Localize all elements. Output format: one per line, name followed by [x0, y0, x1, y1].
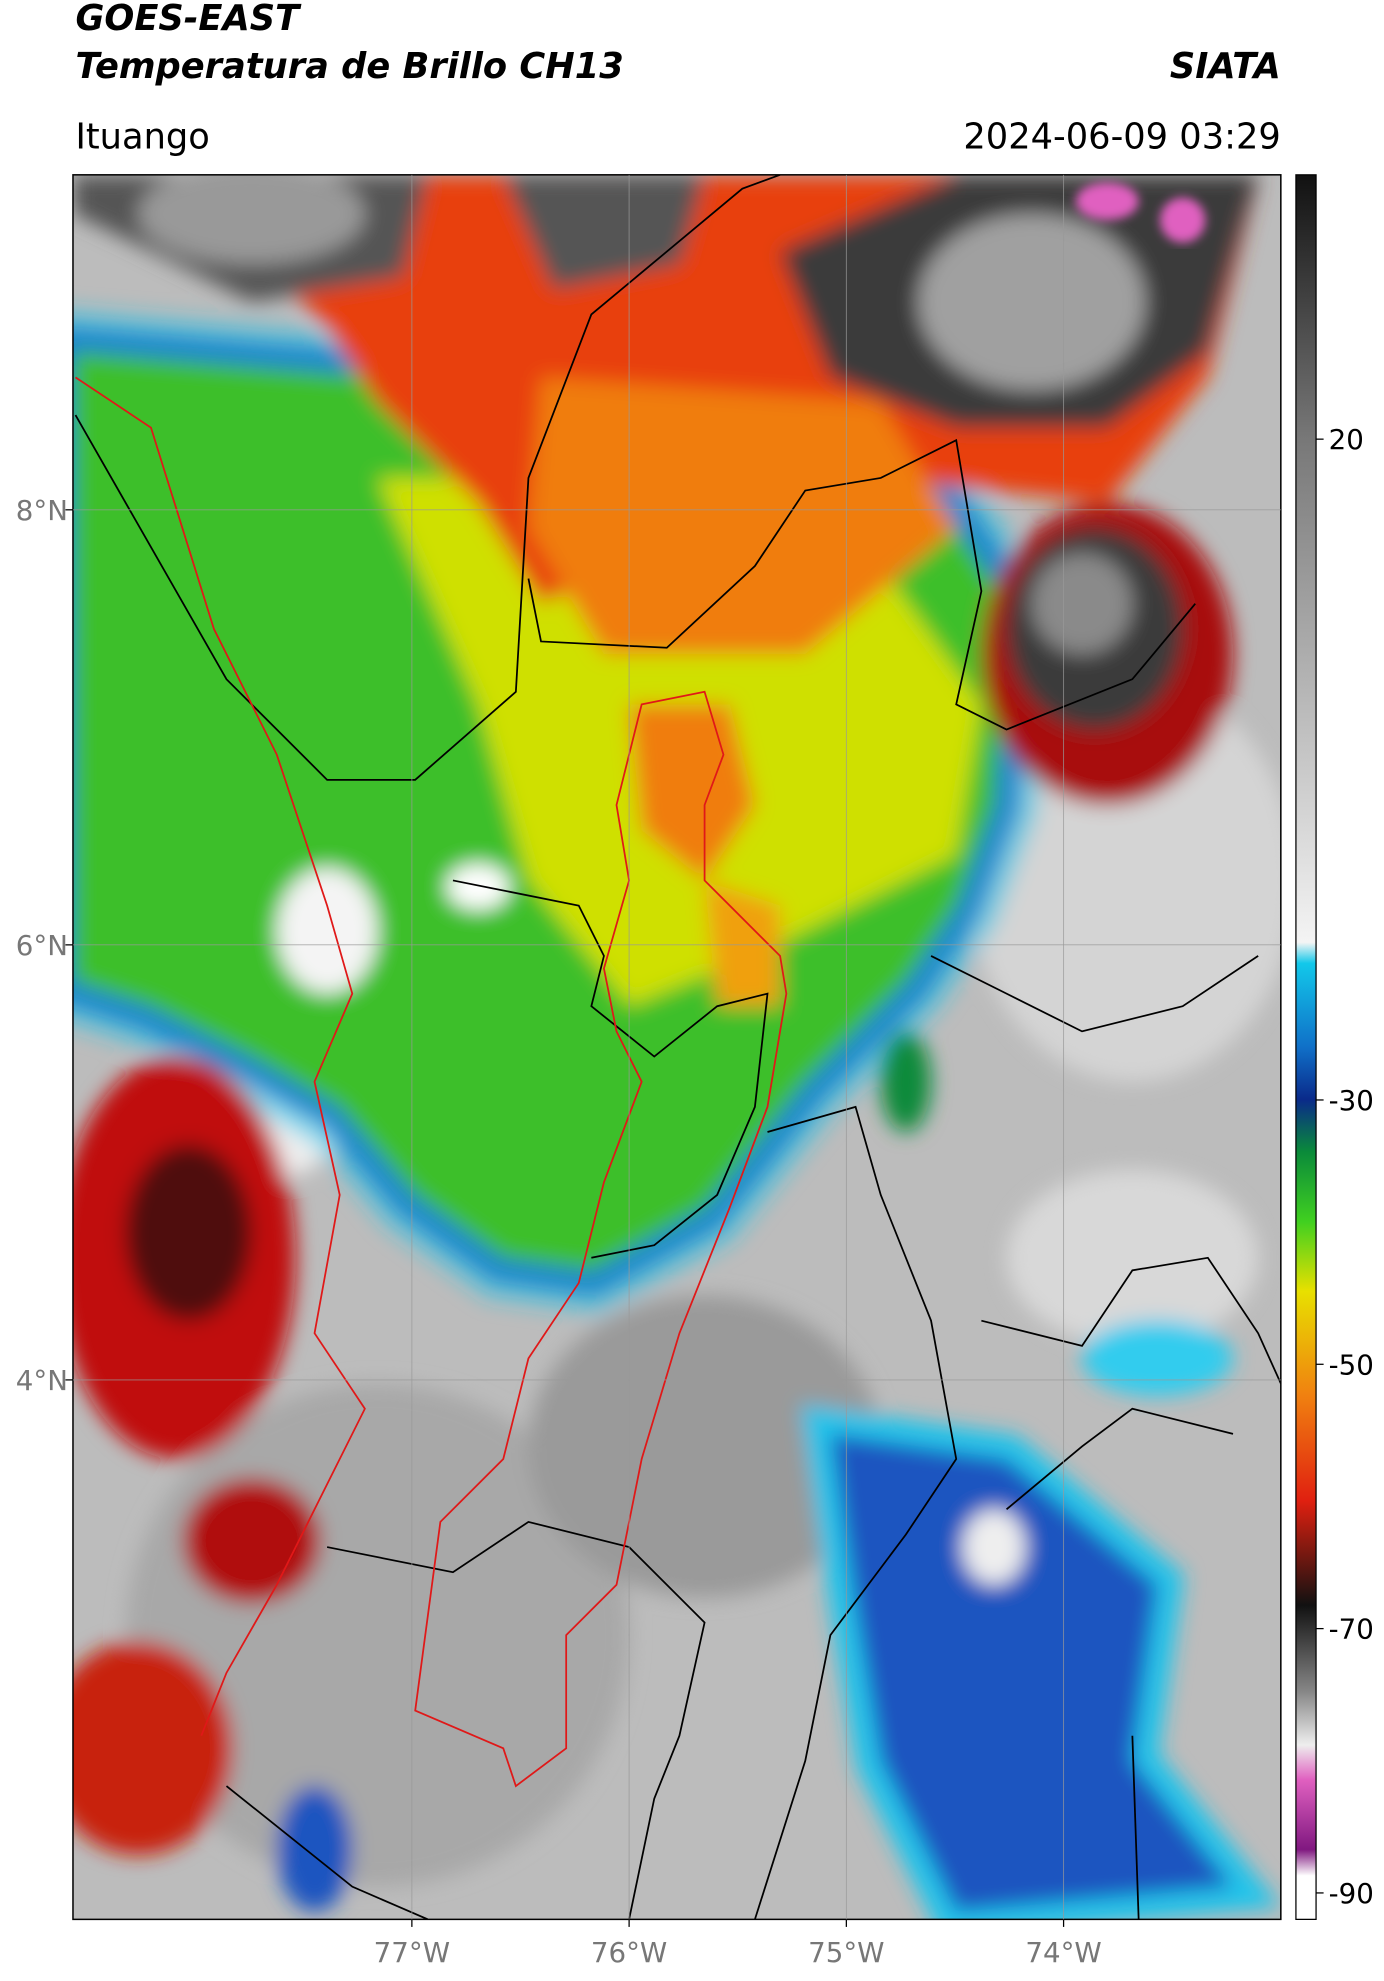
y-tick-label: 8°N [16, 494, 68, 527]
colorbar [1295, 174, 1317, 1920]
colorbar-tick-label: -30 [1329, 1084, 1374, 1117]
datetime: 2024-06-09 03:29 [963, 116, 1280, 157]
y-tick-label: 6°N [16, 929, 68, 962]
colorbar-tick-label: -90 [1329, 1877, 1374, 1910]
y-tick-label: 4°N [16, 1364, 68, 1397]
x-tick-label: 74°W [1025, 1936, 1101, 1969]
colorbar-tick-label: -70 [1329, 1613, 1374, 1646]
x-tick-label: 75°W [808, 1936, 884, 1969]
map-frame [72, 174, 1282, 1921]
colorbar-tick-label: 20 [1329, 423, 1364, 456]
title: GOES-EAST [75, 0, 302, 39]
x-tick-label: 76°W [591, 1936, 667, 1969]
satellite-image [72, 174, 1281, 1920]
subtitle: Temperatura de Brillo CH13 [75, 46, 623, 87]
x-tick-label: 77°W [374, 1936, 450, 1969]
source: SIATA [1170, 46, 1281, 87]
overlay: 77°W 76°W 75°W 74°W 8°N 6°N 4°N 20 -30 -50 -70 -90 [16, 174, 1374, 1969]
colorbar-tick-label: -50 [1329, 1348, 1374, 1381]
region: Ituango [75, 116, 209, 157]
